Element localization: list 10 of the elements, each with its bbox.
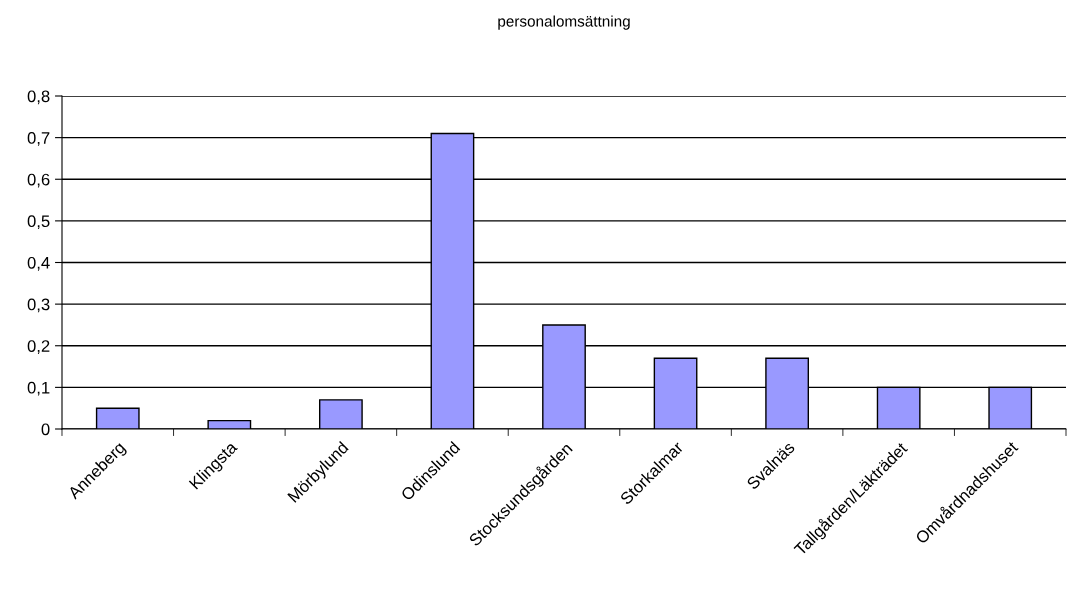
y-tick-label: 0,4: [27, 256, 50, 271]
y-tick-label: 0,7: [27, 132, 50, 146]
y-tick-label: 0,1: [27, 381, 50, 396]
y-tick-label: 0,8: [27, 90, 50, 105]
chart-title: personalomsättning: [498, 15, 630, 30]
y-tick-label: 0: [41, 423, 50, 436]
y-tick-label: 0,3: [27, 298, 50, 313]
y-tick-label: 0,5: [27, 215, 50, 230]
y-tick-label: 0,6: [27, 173, 50, 188]
y-tick-label: 0,2: [27, 340, 50, 354]
